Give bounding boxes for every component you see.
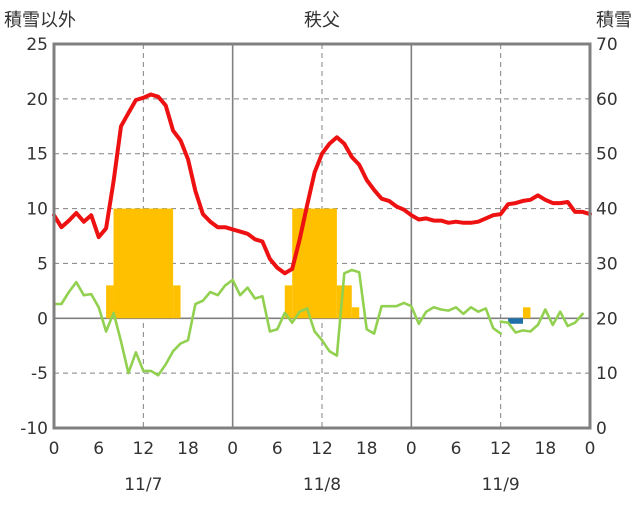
y-right-tick-label: 0 — [596, 419, 607, 439]
y-right-tick-label: 30 — [596, 254, 618, 274]
plot-frame — [52, 42, 592, 430]
y-right-tick-label: 50 — [596, 145, 618, 165]
y-left-tick-label: 5 — [37, 254, 48, 274]
small-bar — [508, 318, 523, 324]
left-axis-label: 積雪以外 — [4, 10, 76, 31]
precip-bar — [523, 307, 531, 319]
y-left-tick-label: 10 — [26, 200, 48, 220]
x-tick-label: 0 — [585, 439, 596, 459]
x-tick-label: 18 — [535, 439, 557, 459]
y-left-tick-label: 0 — [37, 309, 48, 329]
precip-bar — [106, 285, 114, 319]
chart-title: 秩父 — [304, 10, 340, 31]
x-tick-label: 18 — [356, 439, 378, 459]
x-tick-label: 0 — [406, 439, 417, 459]
second_line-series-line — [499, 308, 584, 334]
date-label: 11/8 — [303, 475, 341, 495]
y-right-tick-label: 70 — [596, 35, 618, 55]
precip-bar — [113, 208, 174, 319]
x-tick-label: 0 — [49, 439, 60, 459]
y-right-tick-label: 40 — [596, 200, 618, 220]
x-tick-label: 18 — [177, 439, 199, 459]
x-tick-label: 12 — [133, 439, 155, 459]
y-left-tick-label: 15 — [26, 145, 48, 165]
x-tick-label: 0 — [227, 439, 238, 459]
precip-bar — [336, 285, 352, 319]
x-tick-label: 6 — [451, 439, 462, 459]
y-left-tick-label: 20 — [26, 90, 48, 110]
y-right-tick-label: 60 — [596, 90, 618, 110]
y-right-tick-label: 20 — [596, 309, 618, 329]
date-label: 11/7 — [124, 475, 162, 495]
x-tick-label: 6 — [272, 439, 283, 459]
date-label: 11/9 — [482, 475, 520, 495]
x-tick-label: 6 — [93, 439, 104, 459]
precip-bar — [173, 285, 181, 319]
second_line-series-line — [52, 268, 503, 377]
precip-bar — [351, 307, 360, 319]
temperature-series-line — [52, 92, 592, 276]
y-left-tick-label: -10 — [20, 419, 48, 439]
y-left-tick-label: 25 — [26, 35, 48, 55]
x-tick-label: 12 — [490, 439, 512, 459]
precip-bar — [284, 285, 293, 319]
y-left-tick-label: -5 — [31, 364, 48, 384]
right-axis-label: 積雪 — [596, 10, 632, 31]
y-right-tick-label: 10 — [596, 364, 618, 384]
x-tick-label: 12 — [311, 439, 333, 459]
precip-bar — [292, 208, 337, 319]
